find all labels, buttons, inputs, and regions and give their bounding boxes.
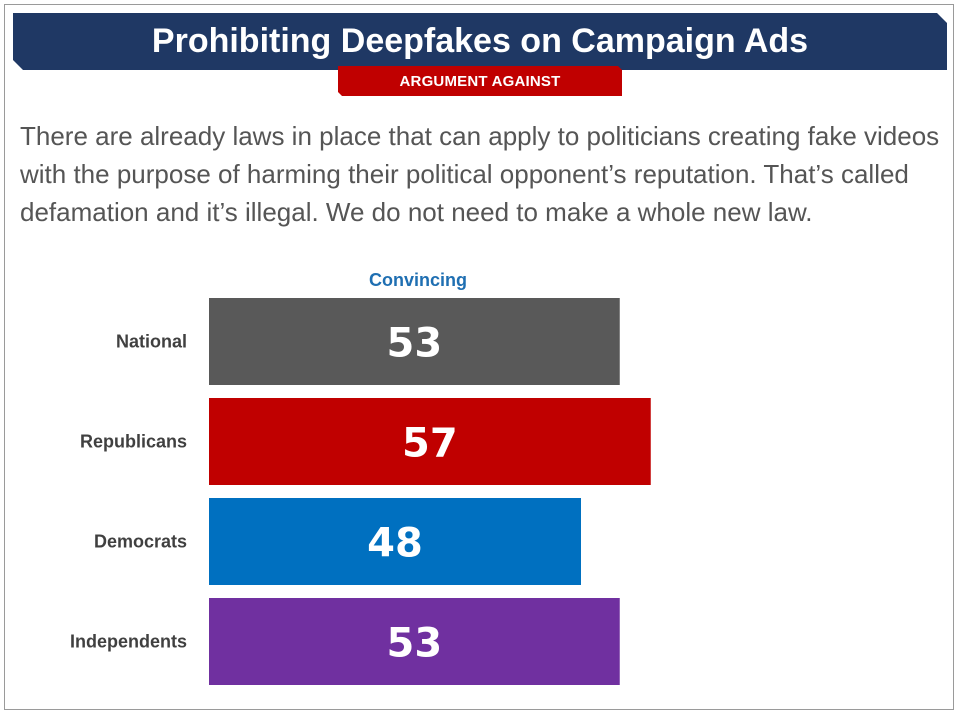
title-band: Prohibiting Deepfakes on Campaign Ads bbox=[13, 13, 947, 70]
category-label: National bbox=[116, 332, 187, 352]
subtitle-band-shape bbox=[338, 66, 622, 96]
value-label: 48 bbox=[367, 521, 423, 567]
value-label: 57 bbox=[402, 421, 458, 467]
category-label: Independents bbox=[70, 632, 187, 652]
category-label: Republicans bbox=[80, 432, 187, 452]
title-band-shape bbox=[13, 13, 947, 70]
bar-independents bbox=[209, 598, 620, 685]
bar-chart: Convincing National 53 Republicans 57 Democr… bbox=[70, 270, 651, 685]
slide-subtitle: ARGUMENT AGAINST bbox=[399, 72, 561, 90]
bar-democrats bbox=[209, 498, 581, 585]
bars-group: National 53 Republicans 57 Democrats 48 Indepe… bbox=[70, 298, 651, 685]
category-label: Democrats bbox=[94, 532, 187, 552]
slide-title: Prohibiting Deepfakes on Campaign Ads bbox=[151, 22, 809, 60]
bar-republicans bbox=[209, 398, 651, 485]
argument-text: There are already laws in place that can… bbox=[20, 121, 940, 227]
bar-national bbox=[209, 298, 620, 385]
value-label: 53 bbox=[387, 621, 443, 667]
column-header: Convincing bbox=[369, 270, 467, 290]
value-label: 53 bbox=[387, 321, 443, 367]
subtitle-band: ARGUMENT AGAINST bbox=[338, 66, 622, 96]
